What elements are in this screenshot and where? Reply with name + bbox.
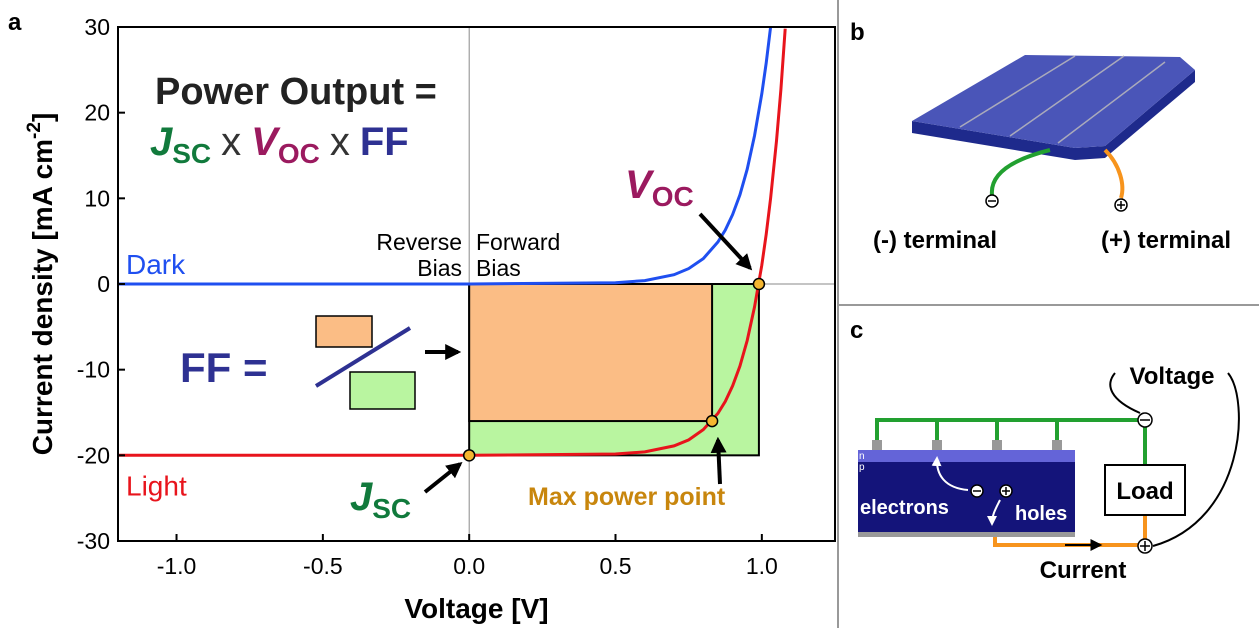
point-marker	[707, 416, 718, 427]
jsc-label: JSC	[350, 475, 411, 524]
max-power-area	[469, 284, 712, 421]
y-tick-label: -30	[77, 528, 110, 554]
wire	[937, 420, 1057, 440]
n-layer	[858, 450, 1075, 462]
load-label: Load	[1116, 478, 1173, 505]
jsc-sub: SC	[372, 493, 411, 524]
lead	[1153, 373, 1239, 546]
forward-label: Bias	[476, 255, 521, 281]
arrow	[718, 440, 720, 484]
ff-box	[350, 372, 415, 409]
voc-v: V	[251, 120, 281, 164]
x-tick-label: 1.0	[746, 553, 778, 579]
times: x	[221, 120, 241, 164]
power-output: Power Output =	[155, 71, 437, 113]
forward-label: Forward	[476, 229, 560, 255]
charge-icon	[971, 485, 983, 497]
x-tick-label: 0.5	[600, 553, 632, 579]
voltage-label: Voltage	[1130, 363, 1215, 390]
voc-sub: OC	[652, 181, 694, 212]
charge-icon	[1000, 485, 1012, 497]
panel-label: c	[850, 317, 863, 344]
y-axis-title-part: Current density [mA cm	[27, 139, 58, 455]
x-tick-label: -0.5	[303, 553, 343, 579]
x-tick-label: 0.0	[453, 553, 485, 579]
wire	[992, 150, 1050, 195]
ff-eq: FF =	[180, 344, 268, 391]
y-tick-label: -10	[77, 357, 110, 383]
x-axis-title: Voltage [V]	[404, 593, 548, 624]
y-tick-label: 0	[97, 271, 110, 297]
voc-label: VOC	[625, 163, 694, 212]
arrow	[425, 464, 460, 492]
terminal-icon	[1138, 539, 1152, 553]
wire	[1105, 150, 1122, 198]
y-axis-title: Current density [mA cm-2]	[24, 113, 58, 456]
times: x	[330, 120, 350, 164]
terminal-label: (+) terminal	[1101, 227, 1231, 254]
reverse-label: Reverse	[376, 229, 462, 255]
electrons-label: electrons	[860, 497, 949, 519]
ff-box	[316, 316, 372, 347]
ff: FF	[360, 120, 409, 164]
x-tick-label: -1.0	[157, 553, 197, 579]
terminal-icon	[1115, 199, 1127, 211]
y-tick-label: 20	[84, 100, 110, 126]
series-label: Dark	[126, 249, 186, 280]
voc-sub: OC	[278, 138, 320, 169]
y-tick-label: -20	[77, 442, 110, 468]
terminal-icon	[1138, 413, 1152, 427]
point-marker	[464, 450, 475, 461]
jsc-j: J	[350, 475, 373, 519]
y-axis-title-sup: -2	[24, 122, 45, 139]
y-tick-label: 30	[84, 14, 110, 40]
current-label: Current	[1040, 557, 1127, 584]
layer-label: n	[859, 451, 865, 462]
figure: Dark Light 30 20 10 0 -10 -20 -30 -1.0 -0.5 0.0 0.5 1…	[0, 0, 1259, 628]
voc-v: V	[625, 163, 655, 207]
y-tick-label: 10	[84, 185, 110, 211]
jsc-j: J	[150, 120, 173, 164]
point-marker	[753, 279, 764, 290]
reverse-label: Bias	[417, 255, 462, 281]
back-contact	[858, 532, 1075, 537]
series-label: Light	[126, 470, 187, 501]
max-power-label: Max power point	[528, 483, 726, 511]
terminal-icon	[986, 195, 998, 207]
terminal-label: (-) terminal	[873, 227, 997, 254]
layer-label: p	[859, 462, 865, 473]
contact	[872, 440, 1062, 450]
panel-label: a	[8, 9, 22, 36]
jsc-sub: SC	[172, 138, 211, 169]
panel-label: b	[850, 19, 865, 46]
y-axis-title-part: ]	[27, 113, 58, 122]
holes-label: holes	[1015, 503, 1067, 525]
arrow	[700, 214, 750, 268]
